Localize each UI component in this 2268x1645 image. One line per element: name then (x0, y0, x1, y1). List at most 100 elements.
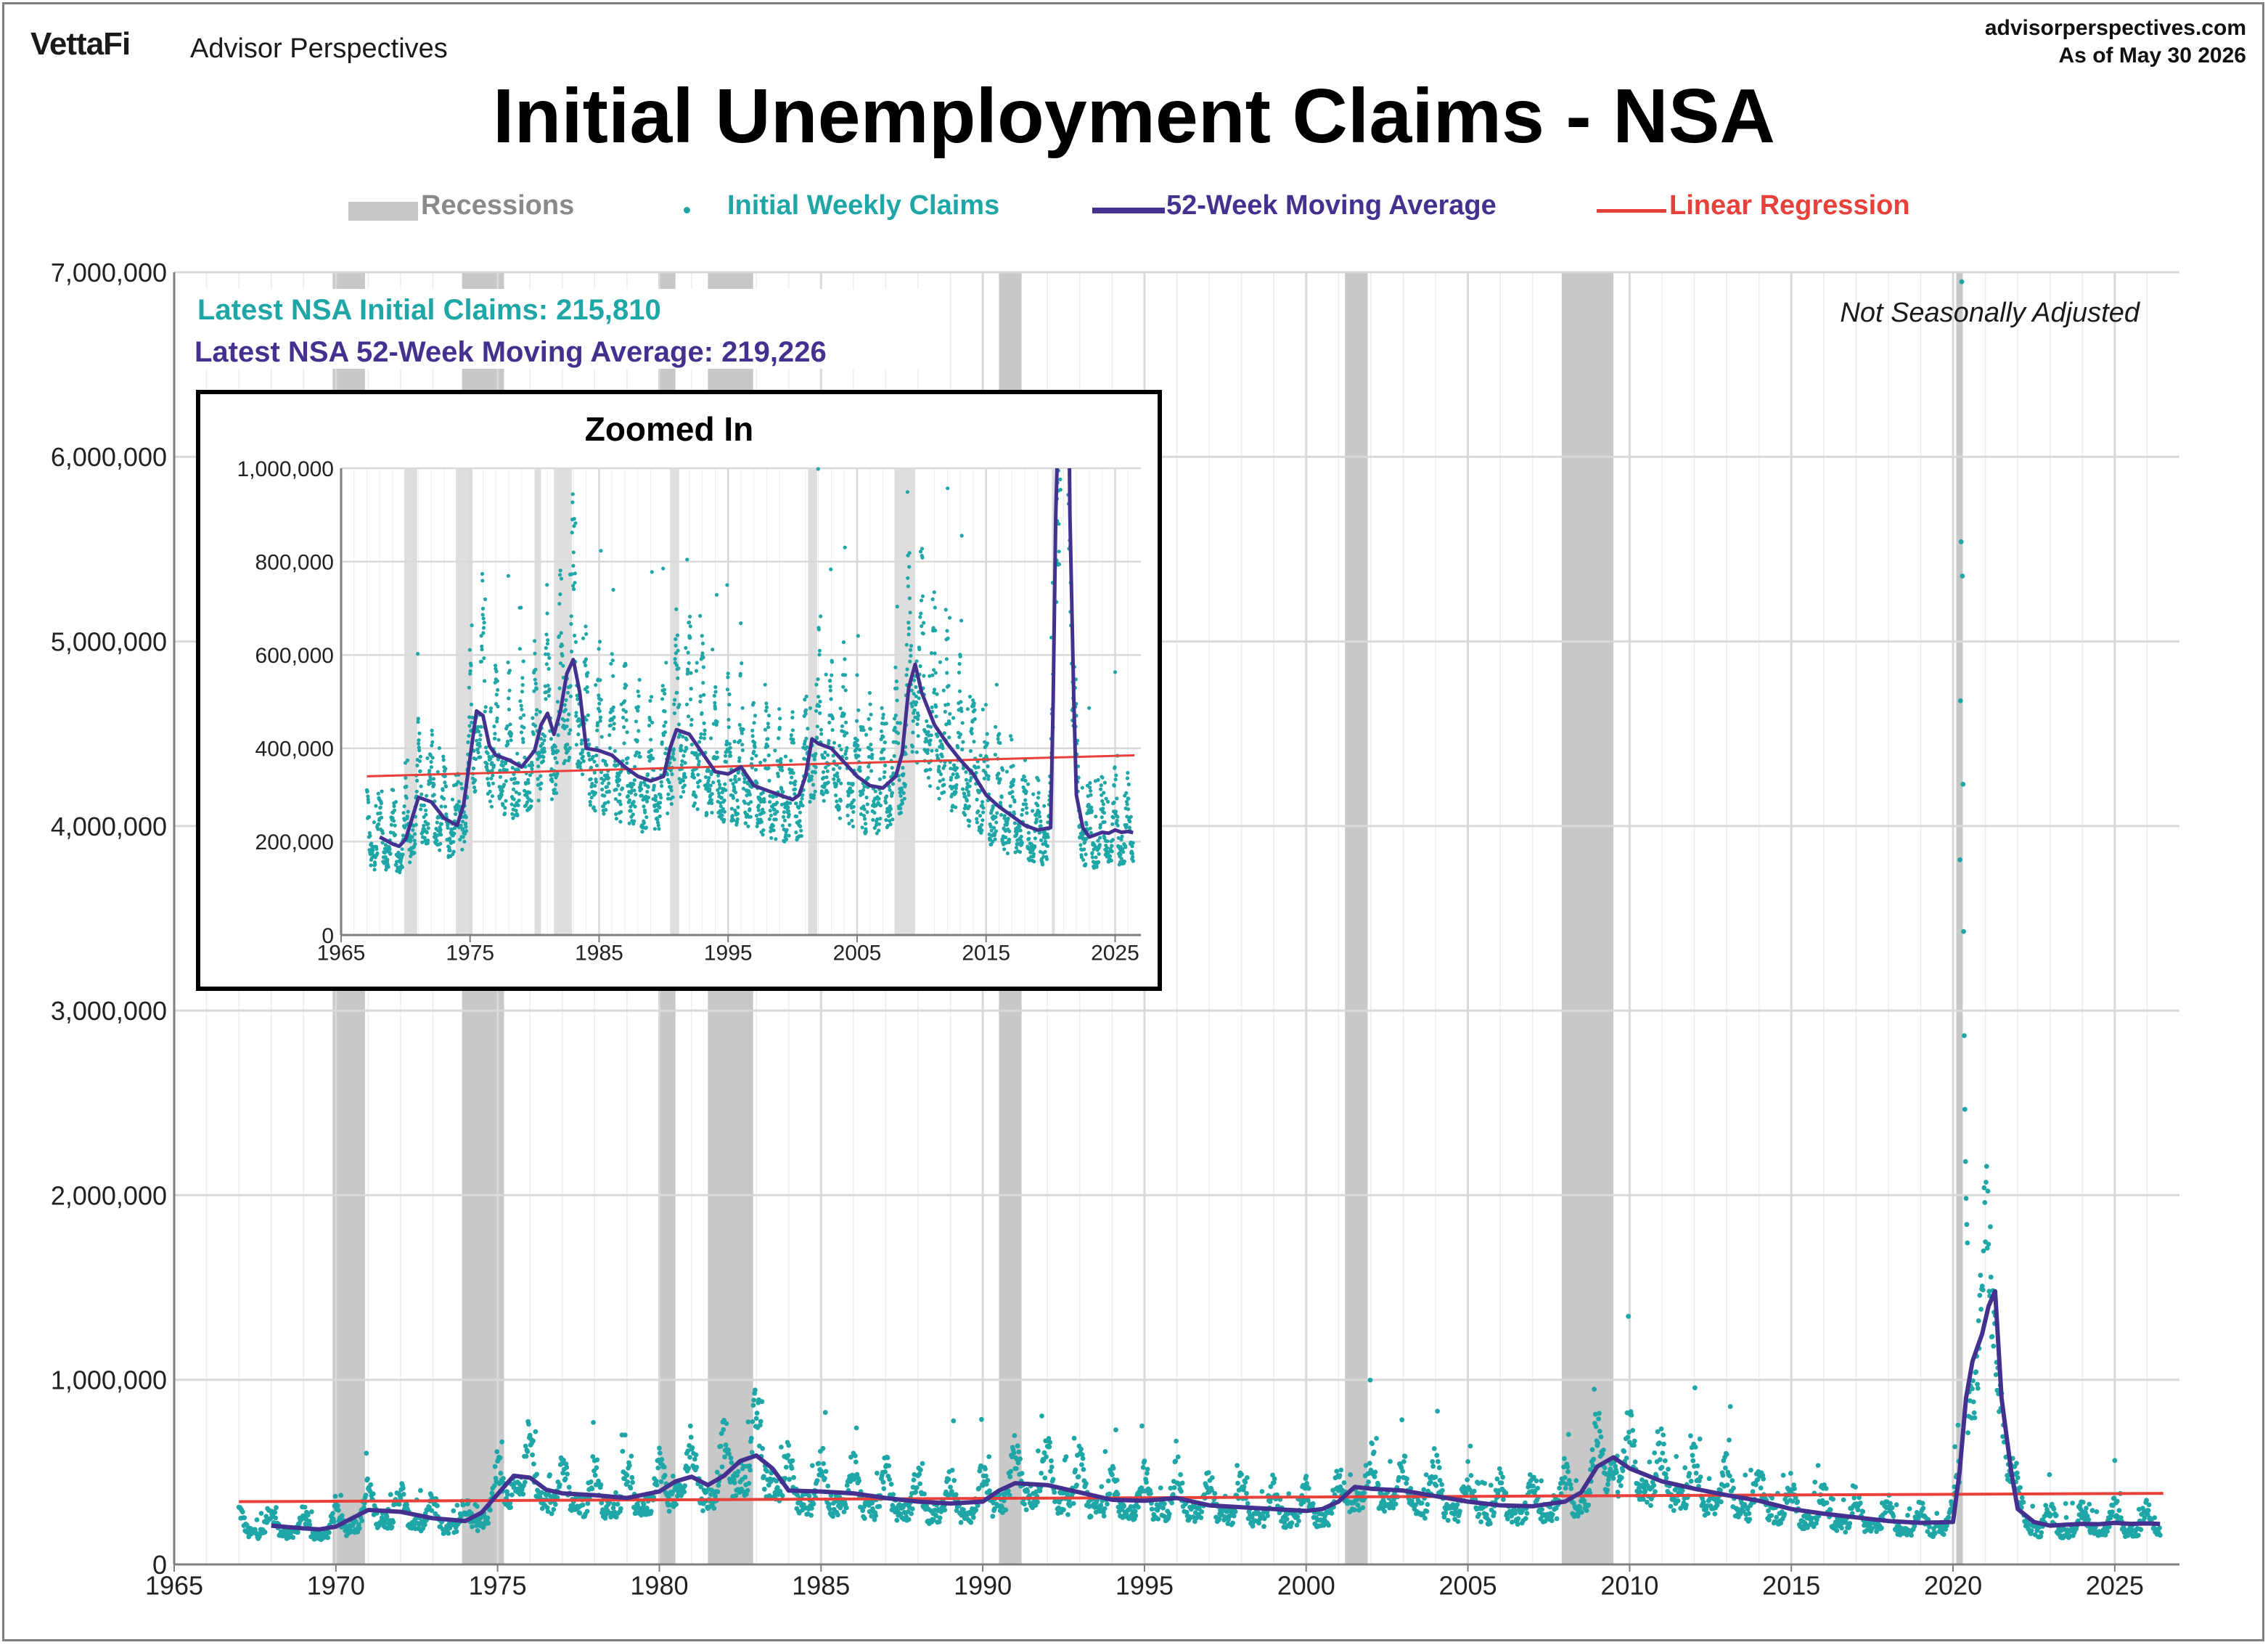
claims-point (591, 805, 596, 809)
claims-point (1036, 1448, 1041, 1453)
y-tick-label: 1,000,000 (51, 1366, 167, 1395)
claims-point (361, 1505, 367, 1511)
claims-point (660, 684, 665, 688)
claims-point (370, 1491, 376, 1497)
claims-point (1071, 1435, 1077, 1441)
claims-point (633, 764, 637, 769)
claims-point (634, 792, 638, 797)
claims-point (486, 1520, 491, 1526)
claims-point (2146, 1502, 2152, 1508)
claims-point (1782, 1511, 1788, 1517)
claims-point (1977, 1292, 1983, 1298)
recession-band (1956, 272, 1963, 1564)
claims-point (443, 780, 447, 785)
claims-point (716, 773, 721, 777)
claims-point (1166, 1511, 1172, 1517)
claims-point (821, 1461, 827, 1466)
claims-point (759, 820, 763, 824)
claims-point (572, 587, 576, 592)
claims-point (681, 754, 686, 758)
claims-point (679, 795, 683, 799)
claims-point (1663, 1475, 1669, 1481)
inset-title: Zoomed In (585, 410, 754, 448)
claims-point (507, 707, 512, 712)
claims-point (515, 751, 520, 756)
claims-point (1723, 1465, 1728, 1471)
claims-point (473, 778, 478, 783)
claims-point (734, 780, 738, 784)
claims-point (766, 766, 771, 770)
claims-point (573, 521, 578, 526)
claims-point (1632, 1459, 1638, 1465)
claims-point (539, 781, 544, 785)
claims-point (562, 1476, 568, 1482)
claims-point (527, 1432, 533, 1438)
claims-point (669, 801, 674, 807)
claims-point (728, 750, 732, 755)
claims-point (263, 1514, 269, 1519)
claims-point (732, 818, 736, 822)
claims-point (767, 714, 771, 718)
claims-point (538, 710, 542, 714)
claims-point (766, 737, 770, 741)
claims-point (457, 804, 462, 809)
claims-point (401, 852, 405, 857)
claims-point (758, 760, 763, 764)
claims-point (1239, 1471, 1244, 1477)
claims-point (1235, 1480, 1240, 1486)
claims-point (365, 789, 369, 793)
claims-point (1494, 1476, 1500, 1482)
recession-band (534, 468, 541, 935)
claims-point (657, 1445, 662, 1451)
y-tick-label: 3,000,000 (51, 996, 167, 1026)
claims-point (1925, 1529, 1931, 1535)
claims-point (441, 758, 446, 762)
claims-point (1965, 1430, 1971, 1435)
claims-point (402, 804, 406, 809)
claims-point (609, 661, 613, 666)
claims-point (586, 713, 591, 717)
claims-point (753, 714, 758, 718)
claims-point (913, 1490, 918, 1495)
claims-point (1701, 1499, 1706, 1505)
x-tick-label: 1980 (630, 1570, 688, 1600)
claims-point (1610, 1476, 1616, 1481)
claims-point (662, 687, 667, 692)
claims-point (854, 1471, 860, 1477)
claims-point (1823, 1485, 1829, 1491)
claims-point (422, 803, 427, 808)
claims-point (733, 774, 737, 779)
claims-point (581, 772, 585, 777)
claims-point (1978, 1307, 1984, 1312)
claims-point (787, 1477, 792, 1482)
claims-point (2142, 1515, 2148, 1520)
claims-point (602, 804, 606, 809)
claims-point (438, 828, 443, 832)
claims-point (2048, 1512, 2054, 1518)
claims-point (617, 773, 621, 777)
claims-point (338, 1493, 344, 1498)
claims-point (1015, 1460, 1021, 1466)
claims-point (684, 702, 689, 707)
claims-point (699, 735, 703, 740)
claims-point (443, 804, 448, 809)
claims-point (1261, 1524, 1266, 1530)
claims-point (1304, 1481, 1309, 1486)
claims-point (653, 798, 658, 802)
claims-point (512, 787, 516, 791)
claims-point (521, 740, 525, 744)
claims-point (1074, 1482, 1079, 1487)
claims-point (534, 687, 539, 691)
claims-point (2082, 1517, 2088, 1523)
claims-point (456, 780, 460, 784)
claims-point (767, 778, 771, 783)
claims-point (1792, 1486, 1797, 1491)
claims-point (1542, 1519, 1548, 1524)
claims-point (599, 770, 604, 775)
claims-point (422, 836, 427, 840)
claims-point (386, 865, 390, 869)
claims-point (523, 1479, 528, 1485)
claims-point (726, 1451, 732, 1457)
claims-point (473, 788, 478, 793)
claims-point (683, 761, 687, 765)
